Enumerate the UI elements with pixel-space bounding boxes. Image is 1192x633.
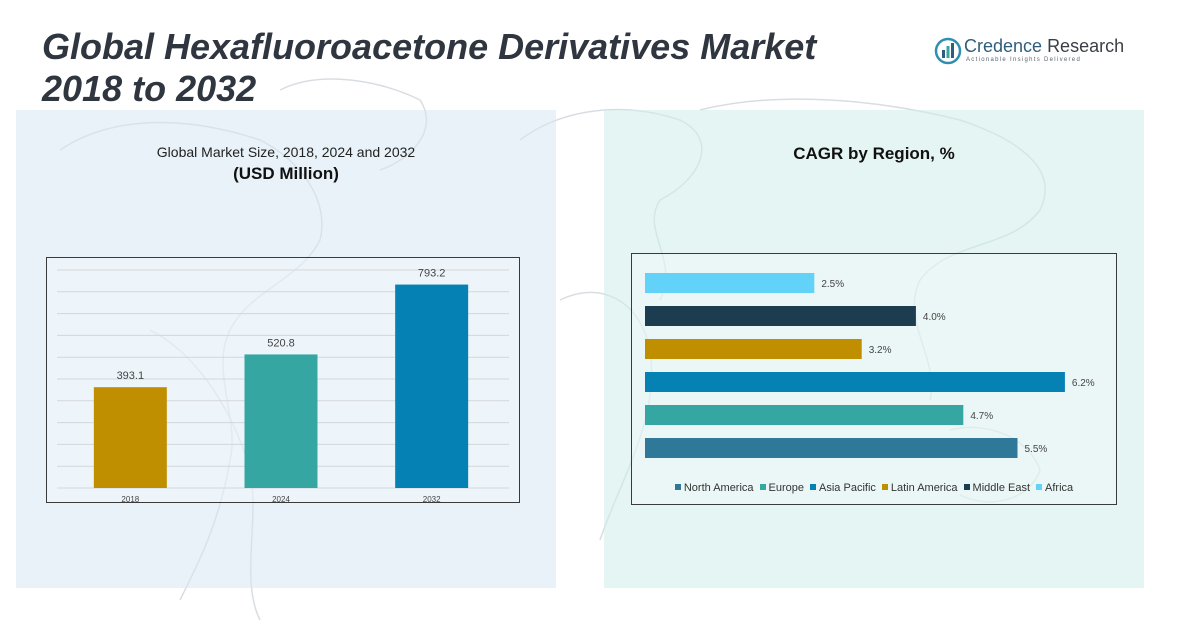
legend-item: Middle East [963, 482, 1031, 494]
x-tick-label: 2018 [121, 495, 139, 502]
cagr-legend: North America Europe Asia Pacific Latin Ame… [632, 482, 1116, 494]
hbar-africa [645, 273, 815, 293]
hbar-europe [645, 405, 964, 425]
x-tick-label: 2024 [272, 495, 290, 502]
hbar-value-label: 3.2% [869, 345, 892, 356]
legend-item: Africa [1036, 482, 1073, 494]
logo-tagline: Actionable Insights Delivered [966, 57, 1082, 63]
legend-swatch [674, 484, 681, 490]
hbar-middle-east [645, 306, 916, 326]
market-size-bar-chart: 393.1 2018 520.8 2024 793.2 2032 [57, 268, 509, 504]
legend-swatch [810, 484, 817, 490]
hbar-north-america [645, 438, 1018, 458]
hbar-value-label: 4.7% [970, 411, 993, 422]
logo-name-part2: Research [1047, 36, 1125, 56]
legend-label: Latin America [890, 482, 958, 494]
bar-value-label: 793.2 [418, 268, 446, 280]
cagr-horizontal-bar-chart: 2.5% 4.0% 3.2% 6.2% 4.7% 5.5% [645, 273, 1095, 458]
hbar-value-label: 4.0% [923, 312, 946, 323]
bar-2032 [395, 284, 469, 488]
bar-value-label: 393.1 [117, 370, 145, 382]
hbar-value-label: 6.2% [1072, 378, 1095, 389]
bar-2024 [244, 354, 318, 488]
legend-label: Africa [1045, 482, 1074, 494]
cagr-panel: CAGR by Region, % 2.5% 4.0% 3.2% 6.2% 4.7% 5.… [604, 110, 1144, 588]
title-line-2: 2018 to 2032 [42, 68, 257, 109]
hbar-value-label: 2.5% [821, 279, 844, 290]
cagr-chart-frame: 2.5% 4.0% 3.2% 6.2% 4.7% 5.5% North America Eu… [631, 253, 1117, 505]
page-title: Global Hexafluoroacetone Derivatives Mar… [42, 26, 816, 110]
bar-value-label: 520.8 [267, 337, 295, 349]
cagr-chart-title: CAGR by Region, % [793, 144, 955, 163]
legend-item: Asia Pacific [810, 482, 876, 494]
logo-name: Credence Research [964, 36, 1124, 57]
legend-label: Asia Pacific [819, 482, 876, 494]
legend-label: North America [683, 482, 754, 494]
legend-item: North America [674, 482, 754, 494]
legend-item: Latin America [881, 482, 958, 494]
legend-label: Middle East [972, 482, 1031, 494]
market-size-chart-frame: 393.1 2018 520.8 2024 793.2 2032 [46, 257, 520, 504]
bar-2018 [93, 387, 167, 488]
legend-swatch [881, 484, 888, 490]
hbar-asia-pacific [645, 372, 1065, 392]
hbar-latin-america [645, 339, 862, 359]
market-size-panel: Global Market Size, 2018, 2024 and 2032 … [16, 110, 556, 588]
legend-swatch [963, 484, 970, 490]
legend-swatch [759, 484, 766, 490]
market-size-chart-subtitle: (USD Million) [233, 164, 339, 183]
legend-item: Europe [759, 482, 805, 494]
logo-name-part1: Credence [964, 36, 1043, 56]
credence-research-logo: Credence Research Actionable Insights De… [934, 36, 1124, 70]
x-tick-label: 2032 [423, 495, 441, 502]
title-line-1: Global Hexafluoroacetone Derivatives Mar… [42, 26, 817, 67]
legend-label: Europe [768, 482, 805, 494]
bar-chart-logo-icon [934, 37, 962, 65]
hbar-value-label: 5.5% [1025, 444, 1048, 455]
market-size-chart-title: Global Market Size, 2018, 2024 and 2032 [156, 144, 416, 160]
legend-swatch [1036, 484, 1043, 490]
